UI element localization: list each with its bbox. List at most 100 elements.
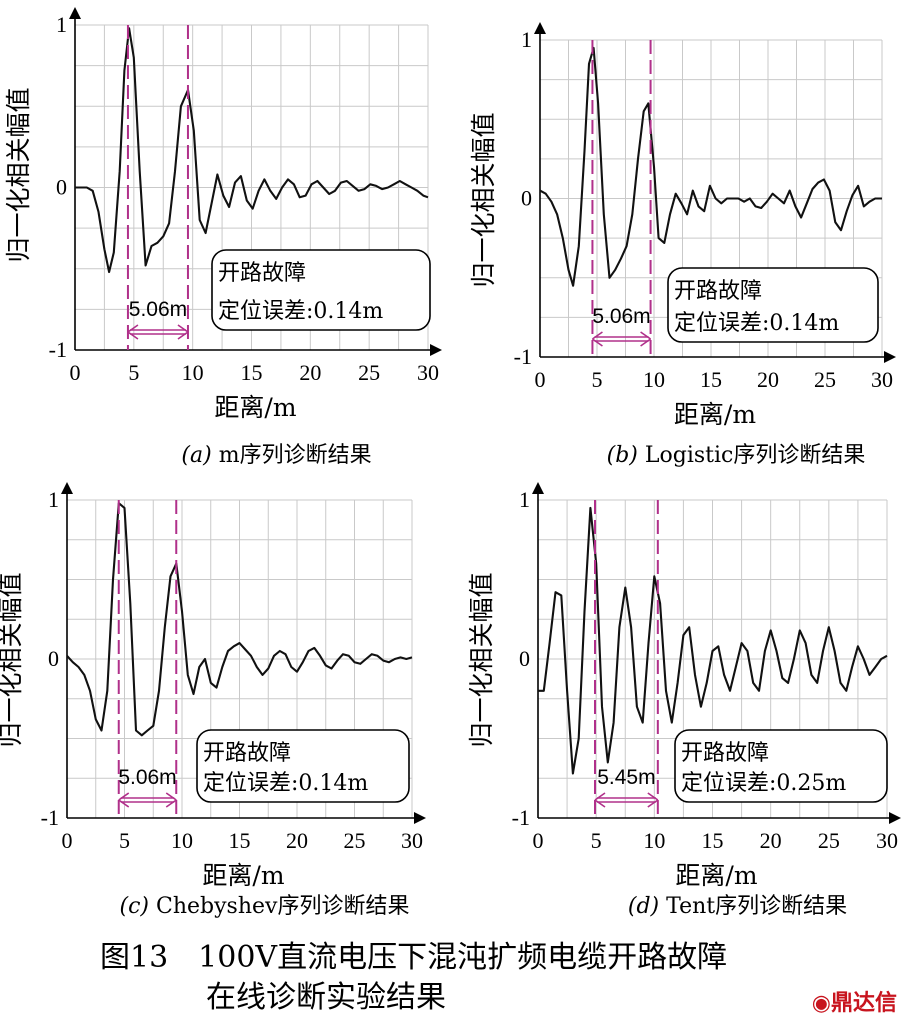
x-tick-label: 5 [128, 360, 139, 385]
annotation-text-2: 定位误差:0.14m [674, 311, 839, 336]
x-tick-label: 0 [535, 367, 546, 392]
x-tick-label: 5 [119, 828, 130, 853]
distance-arrow-head-right [640, 331, 652, 347]
y-axis-title: 归一化相关幅值 [467, 572, 496, 747]
y-tick-label: 0 [48, 646, 59, 671]
distance-arrow-head-right [177, 324, 189, 340]
annotation-text-1: 开路故障 [681, 741, 769, 766]
x-tick-label: 30 [871, 367, 893, 392]
watermark-text: 鼎达信 [830, 991, 897, 1016]
chart-panel-4: 0 5 10 15 20 25 3010-1距离/m归一化相关幅值5.45m开路故障定位误差… [467, 482, 901, 919]
x-tick-label: 5 [591, 828, 602, 853]
x-tick-label: 15 [702, 828, 724, 853]
x-tick-label: 10 [643, 828, 665, 853]
annotation-text-2: 定位误差:0.14m [203, 771, 368, 796]
annotation-text-2: 定位误差:0.25m [681, 771, 846, 796]
distance-label: 5.06m [118, 766, 176, 789]
data-series-line [539, 46, 882, 287]
y-tick-label: 1 [48, 487, 59, 512]
annotation-box [674, 729, 888, 803]
x-axis-arrow [884, 351, 896, 363]
y-tick-label: 1 [519, 487, 530, 512]
panel-caption-text: Tent序列诊断结果 [659, 894, 847, 919]
y-tick-label: 0 [519, 646, 530, 671]
data-series-line [75, 27, 429, 274]
y-axis-arrow [532, 482, 544, 494]
x-axis-title: 距离/m [202, 861, 284, 890]
annotation-box [667, 267, 879, 343]
x-tick-label: 15 [700, 367, 722, 392]
x-tick-label: 25 [818, 828, 840, 853]
data-series-line [538, 506, 888, 775]
y-axis-title: 归一化相关幅值 [0, 572, 25, 747]
watermark-icon: ◉ [811, 991, 831, 1016]
x-axis-arrow [430, 344, 442, 356]
distance-arrow-head-right [165, 792, 177, 808]
chart-panel-2: 0 5 10 15 20 25 3010-1距离/m归一化相关幅值5.06m开路故障定位误差… [469, 22, 896, 468]
x-tick-label: 20 [299, 360, 321, 385]
x-tick-label: 0 [533, 828, 544, 853]
x-axis-title: 距离/m [214, 393, 296, 422]
figure-title-line1: 图13 100V直流电压下混沌扩频电缆开路故障 [100, 940, 728, 975]
y-tick-label: 1 [521, 27, 532, 52]
x-tick-label: 20 [757, 367, 779, 392]
distance-arrow-head-left [127, 324, 139, 340]
panel-caption-label: (a) [181, 443, 211, 468]
x-tick-label: 30 [417, 360, 439, 385]
distance-arrow-head-left [118, 792, 130, 808]
x-tick-label: 15 [229, 828, 251, 853]
panel-caption: (b) Logistic序列诊断结果 [607, 443, 866, 468]
y-tick-label: 0 [521, 186, 532, 211]
panel-caption-text: Chebyshev序列诊断结果 [149, 894, 409, 919]
panel-caption-label: (d) [628, 894, 659, 919]
y-axis-arrow [69, 7, 81, 19]
x-tick-label: 10 [182, 360, 204, 385]
y-tick-label: -1 [512, 805, 530, 830]
y-tick-label: -1 [49, 337, 67, 362]
x-axis-title: 距离/m [674, 400, 756, 429]
y-axis-title: 归一化相关幅值 [4, 87, 33, 262]
watermark-logo: ◉鼎达信 [812, 985, 897, 1017]
panel-caption-label: (c) [120, 894, 150, 919]
panel-caption-label: (b) [607, 443, 638, 468]
x-tick-label: 30 [401, 828, 423, 853]
x-axis-arrow [414, 812, 426, 824]
distance-label: 5.06m [592, 305, 650, 328]
x-axis-title: 距离/m [675, 861, 757, 890]
annotation-box [211, 249, 431, 331]
distance-arrow-head-left [594, 792, 606, 808]
annotation-text-1: 开路故障 [218, 261, 306, 286]
figure-title: 图13 100V直流电压下混沌扩频电缆开路故障 在线诊断实验结果 [100, 938, 727, 1018]
x-tick-label: 10 [643, 367, 665, 392]
panel-caption-text: Logistic序列诊断结果 [638, 443, 865, 468]
x-tick-label: 20 [760, 828, 782, 853]
x-tick-label: 20 [286, 828, 308, 853]
panel-caption-text: m序列诊断结果 [212, 443, 372, 468]
panel-caption: (d) Tent序列诊断结果 [628, 894, 847, 919]
x-tick-label: 10 [171, 828, 193, 853]
y-tick-label: 0 [56, 175, 67, 200]
x-tick-label: 25 [358, 360, 380, 385]
distance-arrow-head-right [647, 792, 659, 808]
x-axis-arrow [889, 812, 901, 824]
panel-caption: (c) Chebyshev序列诊断结果 [120, 894, 410, 919]
chart-panel-3: 0 5 10 15 20 25 3010-1距离/m归一化相关幅值5.06m开路故障定位误差… [0, 482, 426, 919]
panel-caption: (a) m序列诊断结果 [181, 443, 371, 468]
annotation-box [196, 729, 410, 803]
y-tick-label: -1 [514, 344, 532, 369]
y-axis-arrow [61, 482, 73, 494]
y-axis-arrow [534, 22, 546, 34]
distance-arrow-head-left [591, 331, 603, 347]
x-tick-label: 0 [70, 360, 81, 385]
x-tick-label: 30 [876, 828, 898, 853]
distance-label: 5.06m [129, 298, 187, 321]
y-axis-title: 归一化相关幅值 [469, 112, 498, 287]
distance-label: 5.45m [597, 766, 655, 789]
x-tick-label: 5 [592, 367, 603, 392]
chart-panel-1: 0 5 10 15 20 25 3010-1距离/m归一化相关幅值5.06m开路故障定位误差… [4, 7, 442, 468]
y-tick-label: -1 [41, 805, 59, 830]
data-series-line [66, 502, 413, 737]
figure-title-line2: 在线诊断实验结果 [206, 980, 446, 1015]
annotation-text-1: 开路故障 [203, 741, 291, 766]
